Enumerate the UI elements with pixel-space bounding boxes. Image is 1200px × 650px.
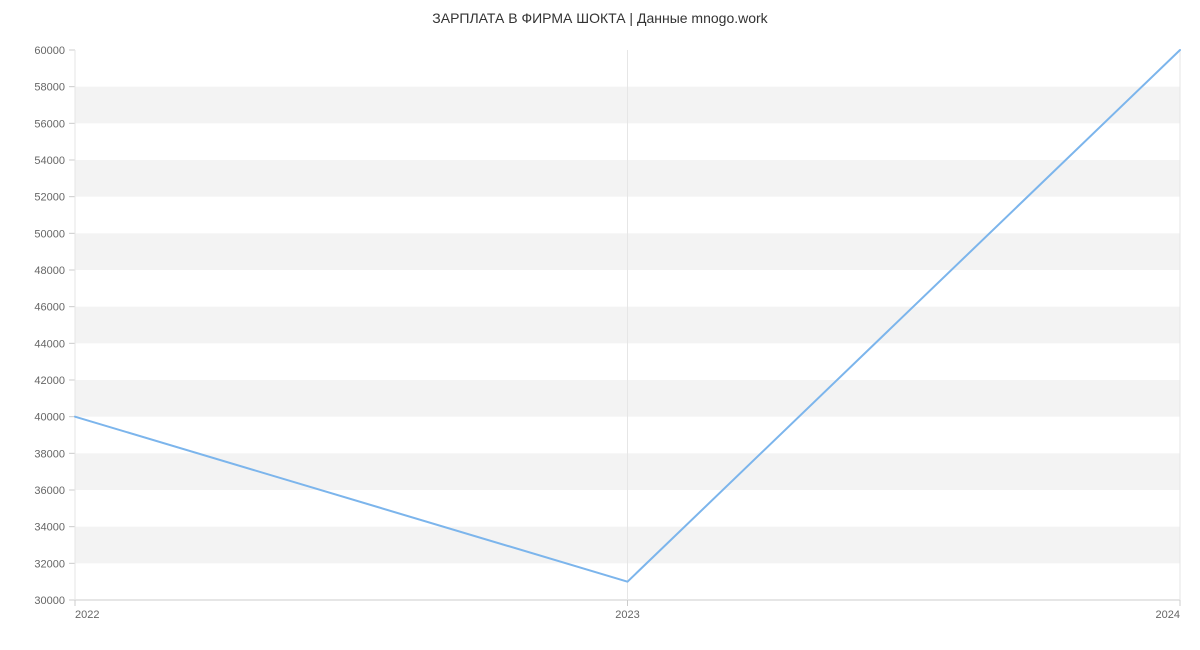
y-tick-label: 58000 [34, 82, 65, 94]
x-tick-label: 2024 [1156, 609, 1180, 621]
chart-svg: 30000 32000 34000 36000 38000 40000 42000 44000… [0, 0, 1200, 650]
x-tick-label: 2022 [75, 609, 99, 621]
y-tick-label: 52000 [34, 192, 65, 204]
x-tick-label: 2023 [615, 609, 639, 621]
y-tick-label: 34000 [34, 522, 65, 534]
salary-line-chart: ЗАРПЛАТА В ФИРМА ШОКТА | Данные mnogo.wo… [0, 0, 1200, 650]
y-tick-label: 36000 [34, 485, 65, 497]
y-tick-label: 32000 [34, 558, 65, 570]
y-tick-label: 56000 [34, 118, 65, 130]
y-tick-label: 54000 [34, 155, 65, 167]
y-tick-label: 46000 [34, 302, 65, 314]
y-tick-label: 30000 [34, 595, 65, 607]
y-tick-label: 50000 [34, 228, 65, 240]
y-tick-label: 42000 [34, 375, 65, 387]
y-tick-label: 38000 [34, 448, 65, 460]
y-tick-label: 48000 [34, 265, 65, 277]
chart-title: ЗАРПЛАТА В ФИРМА ШОКТА | Данные mnogo.wo… [0, 10, 1200, 26]
y-tick-label: 44000 [34, 338, 65, 350]
y-tick-label: 60000 [34, 45, 65, 57]
y-tick-label: 40000 [34, 412, 65, 424]
